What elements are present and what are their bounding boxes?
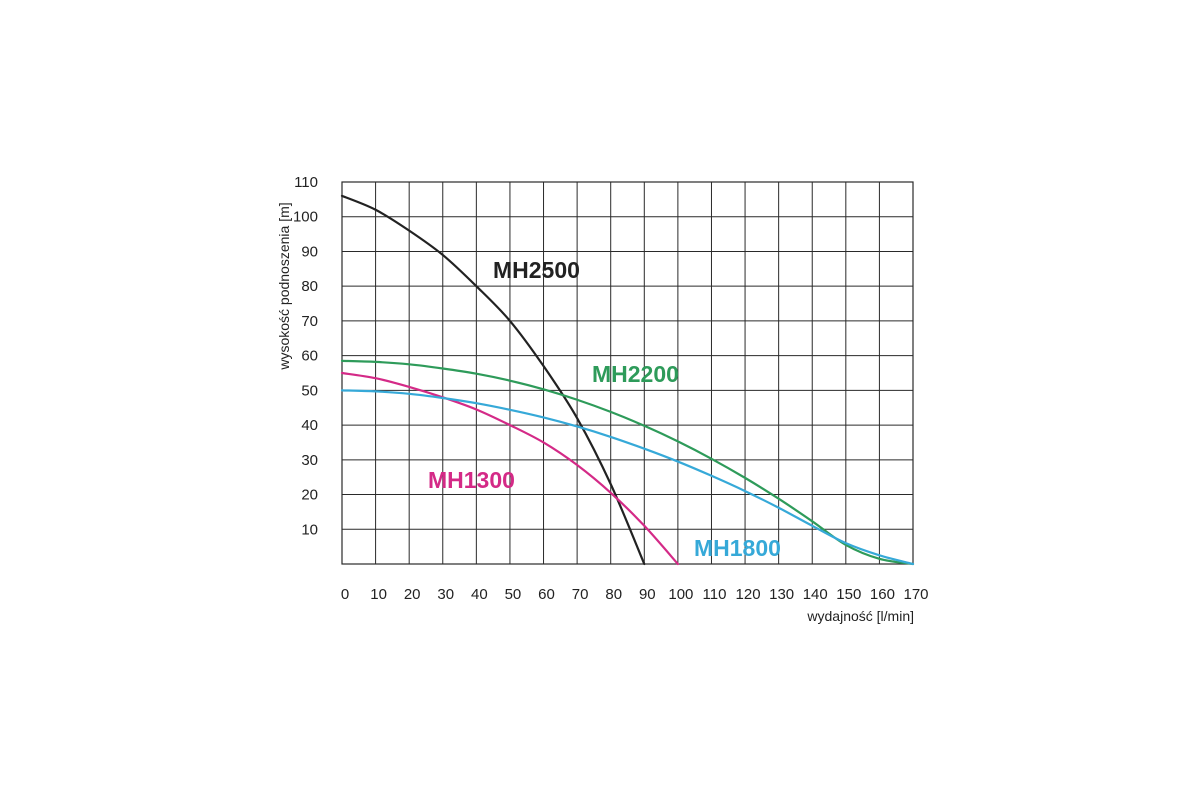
y-tick-label: 80 bbox=[301, 278, 318, 295]
series-curves bbox=[340, 194, 915, 566]
x-tick-label: 120 bbox=[736, 586, 761, 603]
x-tick-label: 60 bbox=[538, 586, 555, 603]
y-tick-label: 60 bbox=[301, 348, 318, 365]
x-tick-label: 20 bbox=[404, 586, 421, 603]
x-axis-title: wydajność [l/min] bbox=[806, 608, 914, 624]
series-label-mh1800: MH1800 bbox=[694, 535, 781, 561]
series-line-mh1300 bbox=[340, 371, 679, 566]
y-tick-label: 10 bbox=[301, 521, 318, 538]
x-tick-label: 100 bbox=[668, 586, 693, 603]
x-tick-labels: 0 10 20 30 40 50 60 70 80 90 100 110 120 130 140 150 160… bbox=[341, 586, 929, 603]
x-tick-label: 150 bbox=[836, 586, 861, 603]
y-tick-label: 90 bbox=[301, 243, 318, 260]
series-line-mh2200 bbox=[340, 359, 915, 566]
x-tick-label: 30 bbox=[437, 586, 454, 603]
x-tick-label: 90 bbox=[639, 586, 656, 603]
series-label-mh2500: MH2500 bbox=[493, 257, 580, 283]
y-tick-labels: 10 20 30 40 50 60 70 80 90 100 110 bbox=[293, 174, 318, 538]
y-tick-label: 40 bbox=[301, 417, 318, 434]
series-labels: MH2500 MH2200 MH1300 MH1800 bbox=[428, 257, 781, 561]
y-axis-title: wysokość podnoszenia [m] bbox=[276, 202, 292, 370]
x-tick-label: 40 bbox=[471, 586, 488, 603]
x-tick-label: 10 bbox=[370, 586, 387, 603]
x-tick-label: 80 bbox=[605, 586, 622, 603]
y-tick-label: 20 bbox=[301, 487, 318, 504]
y-tick-label: 70 bbox=[301, 313, 318, 330]
x-tick-label: 50 bbox=[505, 586, 522, 603]
x-tick-label: 170 bbox=[903, 586, 928, 603]
x-tick-label: 0 bbox=[341, 586, 349, 603]
x-tick-label: 140 bbox=[803, 586, 828, 603]
y-tick-label: 30 bbox=[301, 452, 318, 469]
x-tick-label: 130 bbox=[769, 586, 794, 603]
x-tick-label: 110 bbox=[703, 586, 727, 603]
series-line-mh1800 bbox=[340, 389, 915, 566]
series-line-mh2500 bbox=[340, 194, 646, 566]
x-tick-label: 70 bbox=[572, 586, 589, 603]
y-tick-label: 100 bbox=[293, 209, 318, 226]
series-label-mh1300: MH1300 bbox=[428, 467, 515, 493]
x-tick-label: 160 bbox=[870, 586, 895, 603]
y-tick-label: 50 bbox=[301, 382, 318, 399]
y-tick-label: 110 bbox=[294, 174, 318, 191]
series-label-mh2200: MH2200 bbox=[592, 361, 679, 387]
